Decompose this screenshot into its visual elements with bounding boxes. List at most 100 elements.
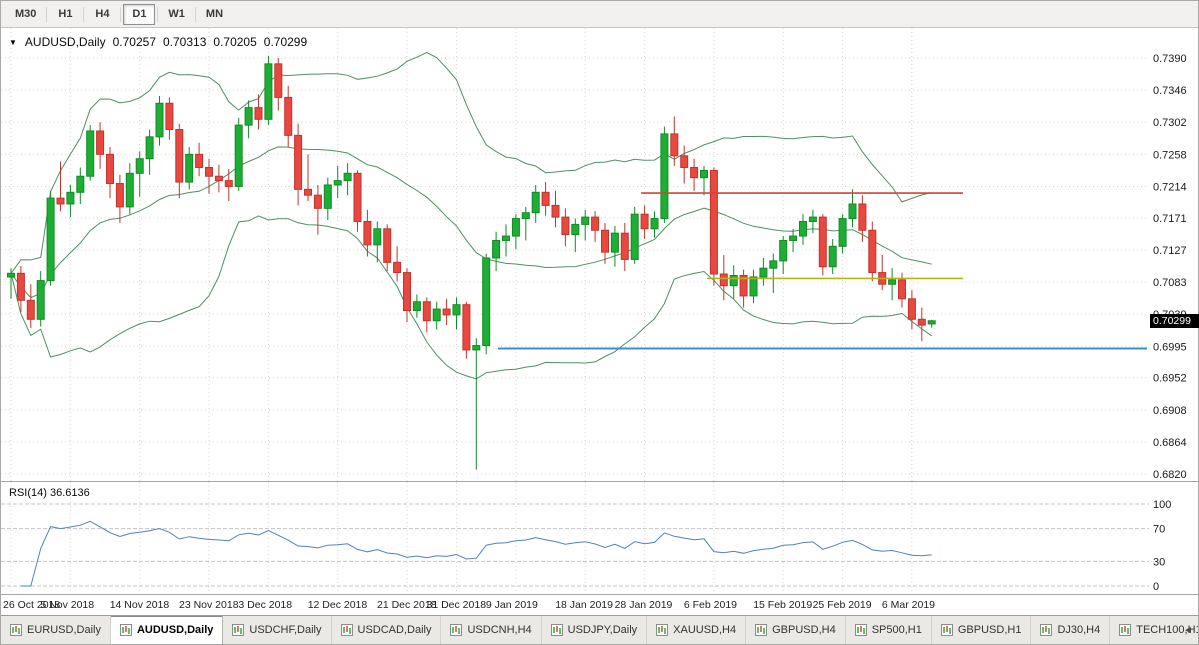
tab-scroll-left-button[interactable]: ◄ bbox=[1183, 624, 1193, 636]
chart-tab-icon bbox=[656, 624, 669, 637]
candle bbox=[393, 261, 402, 274]
chart-tab-usdcnh-h4[interactable]: USDCNH,H4 bbox=[441, 616, 542, 644]
candle bbox=[838, 218, 847, 247]
timeframe-button-h1[interactable]: H1 bbox=[49, 4, 81, 25]
date-axis-label: 6 Feb 2019 bbox=[683, 599, 738, 612]
bollinger-middle-band bbox=[10, 146, 932, 299]
candle bbox=[601, 229, 609, 253]
candle bbox=[403, 272, 411, 312]
price-axis-label: 0.6864 bbox=[1153, 437, 1187, 449]
price-axis-label: 0.7258 bbox=[1153, 149, 1187, 161]
axis-divider bbox=[1, 594, 1198, 596]
candle bbox=[511, 218, 520, 237]
toolbar-separator bbox=[46, 6, 48, 22]
candle bbox=[610, 232, 619, 253]
chart-symbol-label: AUDUSD,Daily bbox=[24, 35, 106, 50]
chart-tab-dj30-h4[interactable]: DJ30,H4 bbox=[1031, 616, 1111, 644]
candle bbox=[709, 169, 718, 275]
candle bbox=[898, 279, 906, 300]
candle bbox=[343, 172, 352, 182]
chart-tab-usdcad-daily[interactable]: USDCAD,Daily bbox=[331, 616, 442, 644]
candle bbox=[917, 318, 926, 326]
candle bbox=[858, 203, 867, 231]
collapse-triangle-icon[interactable]: ▼ bbox=[9, 37, 17, 47]
rsi-axis-label: 100 bbox=[1153, 499, 1171, 511]
chart-tab-usdchf-daily[interactable]: USDCHF,Daily bbox=[223, 616, 332, 644]
timeframe-button-mn[interactable]: MN bbox=[198, 4, 231, 25]
chart-tab-xauusd-h4[interactable]: XAUUSD,H4 bbox=[647, 616, 747, 644]
price-axis-label: 0.7083 bbox=[1153, 277, 1187, 289]
candle bbox=[482, 257, 491, 347]
bollinger-lower-band bbox=[10, 215, 932, 380]
price-axis-label: 0.7346 bbox=[1153, 85, 1187, 97]
candle bbox=[175, 129, 184, 183]
chart-tab-icon bbox=[1119, 624, 1132, 637]
candle bbox=[561, 216, 570, 236]
date-axis-label: 14 Nov 2018 bbox=[109, 599, 170, 612]
date-axis-label: 15 Feb 2019 bbox=[753, 599, 813, 612]
candle bbox=[195, 153, 204, 169]
candle bbox=[76, 175, 85, 193]
candle bbox=[383, 228, 392, 263]
candle bbox=[86, 130, 95, 177]
candle bbox=[96, 130, 105, 155]
candle bbox=[313, 194, 322, 209]
rsi-panel[interactable]: 100 70 30 0 bbox=[1, 482, 1199, 595]
candle bbox=[541, 191, 550, 206]
tab-label: GBPUSD,H1 bbox=[957, 624, 1022, 637]
price-axis-label: 0.6952 bbox=[1153, 373, 1187, 385]
timeframe-button-d1[interactable]: D1 bbox=[123, 3, 156, 25]
ohlc-high: 0.70313 bbox=[163, 35, 207, 50]
timeframe-button-h4[interactable]: H4 bbox=[86, 4, 118, 25]
chart-tab-tech100-h1[interactable]: TECH100,H1 bbox=[1110, 616, 1198, 644]
candle bbox=[56, 197, 65, 205]
candle bbox=[640, 213, 649, 230]
chart-tab-usdjpy-daily[interactable]: USDJPY,Daily bbox=[541, 616, 648, 644]
toolbar-separator bbox=[83, 6, 85, 22]
rsi-line bbox=[20, 520, 932, 587]
tab-label: USDCHF,Daily bbox=[249, 624, 322, 637]
candle bbox=[244, 107, 253, 126]
candle bbox=[808, 216, 817, 223]
price-axis-label: 0.7390 bbox=[1153, 53, 1187, 65]
toolbar-separator bbox=[194, 6, 196, 22]
chart-area[interactable]: 0.7390 0.7346 0.7302 0.7258 0.7214 0.7171 0.71… bbox=[1, 28, 1199, 616]
candle bbox=[264, 63, 273, 120]
price-chart[interactable]: 0.7390 0.7346 0.7302 0.7258 0.7214 0.7171 0.71… bbox=[1, 28, 1199, 482]
chart-tab-audusd-daily[interactable]: AUDUSD,Daily bbox=[110, 616, 224, 644]
chart-tab-eurusd-daily[interactable]: EURUSD,Daily bbox=[1, 616, 111, 644]
candle bbox=[452, 304, 461, 316]
panel-divider[interactable] bbox=[1, 481, 1198, 483]
candle bbox=[26, 299, 35, 320]
ohlc-open: 0.70257 bbox=[112, 35, 156, 50]
candle bbox=[36, 280, 45, 320]
candle bbox=[848, 203, 857, 220]
tab-label: SP500,H1 bbox=[871, 624, 922, 637]
candle bbox=[66, 191, 75, 205]
date-axis-label: 26 Oct 2018 bbox=[3, 599, 61, 612]
date-axis-label: 21 Dec 2018 bbox=[377, 599, 437, 612]
date-axis-label: 5 Nov 2018 bbox=[40, 599, 95, 612]
chart-tab-icon bbox=[450, 624, 463, 637]
ohlc-close: 0.70299 bbox=[263, 35, 308, 50]
candle bbox=[284, 96, 293, 136]
candle bbox=[591, 216, 600, 231]
candle bbox=[16, 272, 25, 301]
chart-tab-gbpusd-h1[interactable]: GBPUSD,H1 bbox=[931, 616, 1032, 644]
candle bbox=[462, 304, 471, 351]
timeframe-button-w1[interactable]: W1 bbox=[160, 4, 193, 25]
candle bbox=[660, 133, 669, 220]
chart-tab-sp500-h1[interactable]: SP500,H1 bbox=[845, 616, 932, 644]
chart-tab-icon bbox=[119, 624, 132, 637]
tab-label: USDJPY,Daily bbox=[567, 624, 638, 637]
candle bbox=[145, 136, 154, 160]
candle bbox=[670, 133, 679, 157]
candle bbox=[818, 216, 827, 268]
candle bbox=[799, 221, 807, 237]
tab-label: GBPUSD,H4 bbox=[772, 624, 836, 637]
candle bbox=[274, 63, 283, 98]
chart-tab-gbpusd-h4[interactable]: GBPUSD,H4 bbox=[746, 616, 846, 644]
timeframe-button-m30[interactable]: M30 bbox=[7, 4, 44, 25]
date-axis-label: 31 Dec 2018 bbox=[426, 599, 487, 612]
candle bbox=[521, 212, 530, 220]
